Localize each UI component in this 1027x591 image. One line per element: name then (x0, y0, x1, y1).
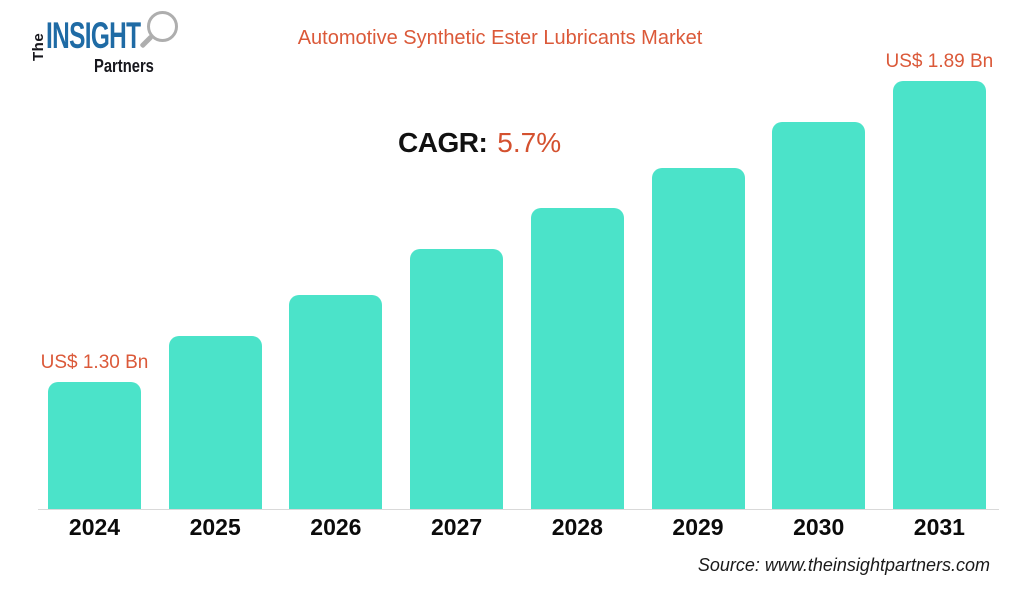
bar-2030 (772, 122, 866, 509)
x-tick-2026: 2026 (310, 514, 362, 540)
logo-the-text: The (30, 32, 47, 62)
cagr-label: CAGR: (398, 127, 488, 158)
x-tick-2024: 2024 (68, 514, 121, 540)
bar-2031 (892, 81, 986, 509)
bar-2025 (168, 336, 262, 509)
logo-insight-text: INSIGHT (46, 15, 141, 56)
magnifier-icon (147, 11, 178, 42)
bar-2028 (530, 208, 624, 509)
bar-2029 (651, 168, 745, 509)
bar-chart: US$ 1.30 Bn US$ 1.89 Bn (0, 51, 1027, 509)
x-tick-2027: 2027 (431, 514, 483, 540)
x-tick-2030: 2030 (793, 514, 845, 540)
x-axis-line (38, 509, 999, 510)
x-tick-2029: 2029 (672, 514, 724, 540)
bar-2024 (48, 382, 141, 509)
bar-value-label-2024: US$ 1.30 Bn (40, 352, 149, 373)
chart-title: Automotive Synthetic Ester Lubricants Ma… (297, 27, 703, 49)
x-tick-2025: 2025 (189, 514, 241, 540)
bar-value-label-2031: US$ 1.89 Bn (885, 51, 994, 72)
x-tick-2028: 2028 (551, 514, 603, 540)
x-axis-labels: 2024 2025 2026 2027 2028 2029 2030 2031 (0, 514, 1027, 544)
bar-2027 (410, 249, 504, 509)
insight-partners-logo: The INSIGHT Partners (30, 8, 190, 78)
cagr-value: 5.7% (497, 127, 562, 158)
magnifier-handle-icon (139, 34, 154, 49)
x-tick-2031: 2031 (913, 514, 965, 540)
logo-partners-text: Partners (94, 56, 154, 76)
cagr-annotation: CAGR: 5.7% (398, 127, 561, 159)
source-text: Source: www.theinsightpartners.com (697, 555, 990, 575)
bar-2026 (289, 295, 383, 509)
